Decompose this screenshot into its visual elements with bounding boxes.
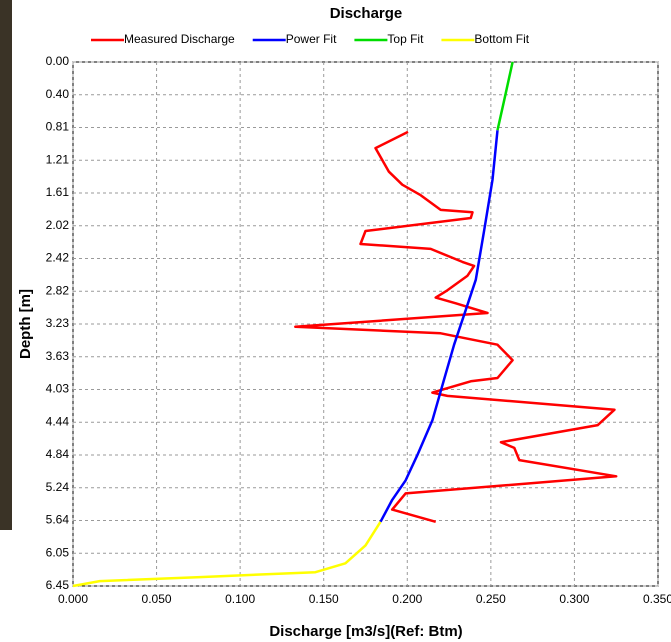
plot-frame	[72, 61, 659, 587]
x-tick-label: 0.050	[142, 592, 172, 606]
series-line	[294, 130, 618, 524]
legend-label: Bottom Fit	[474, 32, 529, 46]
y-tick-label: 4.03	[46, 382, 70, 396]
y-tick-label: 1.21	[46, 152, 70, 166]
y-tick-label: 1.61	[46, 185, 70, 199]
y-tick-label: 3.63	[46, 349, 70, 363]
y-tick-label: 3.23	[46, 316, 70, 330]
background-photo-strip	[0, 0, 12, 530]
y-axis-label: Depth [m]	[17, 289, 34, 359]
y-tick-label: 4.84	[46, 447, 70, 461]
legend-label: Measured Discharge	[124, 32, 235, 46]
x-tick-label: 0.350	[643, 592, 671, 606]
y-tick-label: 0.81	[46, 120, 70, 134]
series-line	[72, 521, 382, 588]
chart-title: Discharge	[330, 5, 403, 22]
x-tick-label: 0.000	[58, 592, 88, 606]
legend-label: Power Fit	[286, 32, 337, 46]
y-tick-label: 5.24	[46, 480, 70, 494]
y-tick-label: 2.02	[46, 218, 70, 232]
y-tick-label: 6.05	[46, 545, 70, 559]
y-tick-label: 2.82	[46, 283, 70, 297]
x-tick-label: 0.150	[309, 592, 339, 606]
y-tick-label: 0.40	[46, 87, 70, 101]
y-tick-label: 0.00	[46, 54, 70, 68]
x-tick-label: 0.250	[476, 592, 506, 606]
x-axis-label: Discharge [m3/s](Ref: Btm)	[269, 623, 462, 640]
legend-label: Top Fit	[387, 32, 424, 46]
y-tick-label: 2.42	[46, 251, 70, 265]
y-tick-label: 5.64	[46, 513, 70, 527]
y-tick-label: 4.44	[46, 414, 70, 428]
y-tick-label: 6.45	[46, 578, 70, 592]
x-tick-label: 0.100	[225, 592, 255, 606]
series-line	[379, 130, 499, 523]
x-tick-label: 0.200	[392, 592, 422, 606]
series-line	[496, 61, 514, 131]
x-tick-label: 0.300	[559, 592, 589, 606]
